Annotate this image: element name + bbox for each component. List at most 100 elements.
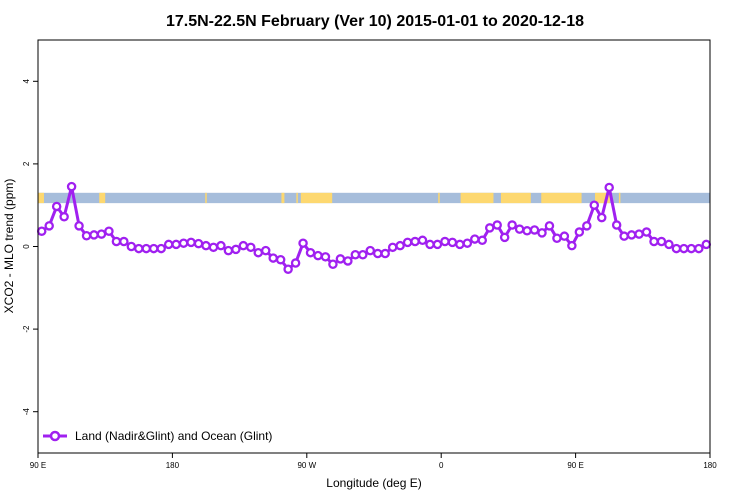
legend-marker-swatch <box>49 430 61 442</box>
data-point <box>559 231 570 241</box>
data-point <box>246 242 256 253</box>
data-point <box>380 248 390 259</box>
land-segment-7 <box>460 192 494 204</box>
data-point <box>440 236 450 247</box>
data-point <box>387 242 398 253</box>
data-point <box>231 244 241 255</box>
chart-title: 17.5N-22.5N February (Ver 10) 2015-01-01… <box>166 13 584 30</box>
data-point <box>178 238 189 248</box>
data-point <box>51 201 62 212</box>
data-point <box>208 242 219 253</box>
land-segment-5 <box>300 192 333 204</box>
data-point <box>656 236 667 247</box>
data-point <box>484 223 495 233</box>
data-point <box>626 230 637 240</box>
ocean-band <box>38 192 710 204</box>
land-segment-1 <box>99 192 106 204</box>
data-point <box>686 243 697 254</box>
data-point <box>134 243 144 254</box>
data-point <box>275 254 286 265</box>
data-point <box>634 229 644 239</box>
data-point <box>462 238 473 248</box>
data-point <box>74 221 84 231</box>
land-segment-2 <box>205 192 207 204</box>
data-point <box>81 231 92 241</box>
data-point <box>350 250 361 260</box>
surface-band <box>38 192 710 204</box>
land-segment-11 <box>618 192 621 204</box>
data-point <box>589 200 600 210</box>
data-point <box>320 252 331 262</box>
data-point <box>402 237 413 248</box>
data-point <box>492 220 502 230</box>
data-point <box>358 250 368 260</box>
data-point <box>260 245 271 256</box>
data-point <box>679 243 689 254</box>
data-point <box>148 243 159 254</box>
x-tick-label: 90 W <box>297 461 316 470</box>
data-point <box>671 243 682 254</box>
data-point <box>193 238 204 249</box>
data-point <box>268 253 278 263</box>
x-tick-label: 180 <box>703 461 717 470</box>
data-point <box>470 234 480 244</box>
data-point <box>66 181 77 192</box>
data-point <box>507 220 517 230</box>
data-point <box>238 240 249 251</box>
data-point <box>290 258 301 268</box>
land-segment-10 <box>595 192 610 204</box>
land-segment-3 <box>281 192 285 204</box>
data-point <box>372 248 383 259</box>
land-segment-6 <box>438 192 440 204</box>
data-point <box>552 233 562 243</box>
data-point <box>89 230 99 240</box>
data-point <box>111 236 122 247</box>
y-tick-label: 0 <box>22 244 31 249</box>
data-point <box>186 237 196 248</box>
legend-entry: Land (Nadir&Glint) and Ocean (Glint) <box>75 429 272 443</box>
y-axis: -4 -2 0 2 4 <box>22 79 38 416</box>
data-point <box>410 236 420 247</box>
data-point <box>574 227 585 237</box>
data-point <box>305 247 316 258</box>
data-point <box>619 231 629 241</box>
data-point <box>104 226 114 236</box>
data-point <box>664 239 674 250</box>
data-point <box>126 241 137 252</box>
data-point <box>544 221 555 231</box>
data-point <box>425 239 435 250</box>
x-axis: 90 E 180 90 W 0 90 E 180 <box>30 453 717 470</box>
data-point <box>514 224 525 234</box>
data-point <box>216 240 226 251</box>
data-point <box>141 243 152 254</box>
data-point <box>455 239 465 250</box>
data-point <box>343 256 353 266</box>
data-point <box>499 232 510 243</box>
data-point <box>596 212 607 223</box>
data-point <box>432 239 443 250</box>
data-point <box>313 250 323 261</box>
data-point <box>335 254 346 264</box>
data-point <box>36 226 47 236</box>
x-tick-label: 90 E <box>567 461 583 470</box>
y-axis-label: XCO2 - MLO trend (ppm) <box>2 179 16 314</box>
data-point <box>283 264 293 274</box>
data-point <box>395 240 405 251</box>
data-point <box>328 259 338 270</box>
data-point <box>694 243 704 254</box>
data-point <box>649 236 659 247</box>
land-segment-8 <box>500 192 531 204</box>
data-point <box>223 245 234 256</box>
data-point <box>44 221 54 231</box>
y-tick-label: 4 <box>22 79 31 84</box>
data-point <box>582 221 592 231</box>
data-point <box>611 220 622 230</box>
data-point <box>201 240 211 251</box>
land-segment-9 <box>541 192 582 204</box>
series-layer <box>36 181 712 274</box>
y-tick-label: -2 <box>22 325 31 333</box>
data-point <box>59 212 69 222</box>
data-point <box>522 226 532 236</box>
y-tick-label: -4 <box>22 408 31 416</box>
